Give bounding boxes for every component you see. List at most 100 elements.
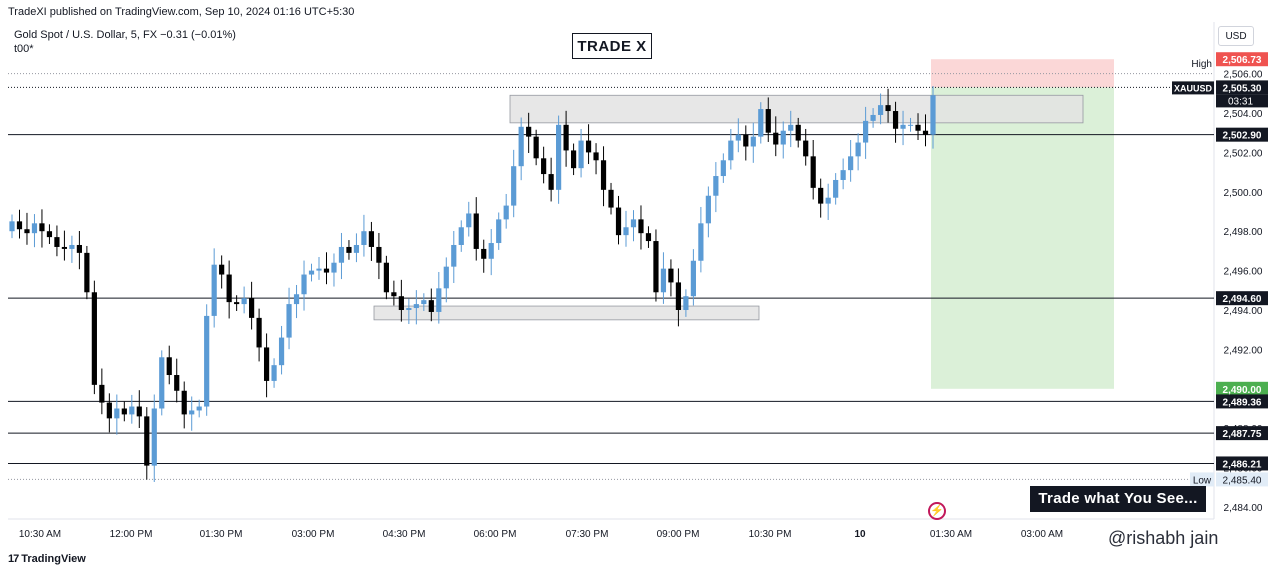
low-value-label: 2,485.40 bbox=[1223, 475, 1262, 486]
candle-body bbox=[563, 124, 569, 151]
candle-body bbox=[249, 298, 255, 318]
candle-body bbox=[840, 170, 846, 180]
candle-body bbox=[129, 406, 135, 415]
candle-body bbox=[9, 221, 15, 232]
stop-price-label-bg bbox=[1216, 52, 1268, 67]
level-label-2494: 2,494.60 bbox=[1223, 294, 1262, 305]
candle-body bbox=[541, 158, 547, 175]
candle-body bbox=[46, 231, 53, 238]
candle-body bbox=[189, 410, 195, 415]
level-label-2486: 2,486.21 bbox=[1223, 459, 1262, 470]
candle-body bbox=[900, 124, 906, 129]
candle-body bbox=[683, 296, 689, 310]
candle-body bbox=[181, 390, 187, 415]
candle-body bbox=[915, 124, 921, 131]
candle-body bbox=[533, 136, 539, 159]
candle-body bbox=[331, 262, 337, 273]
candle-body bbox=[443, 266, 449, 289]
candle-body bbox=[278, 337, 285, 366]
candle-body bbox=[361, 231, 367, 245]
level-label-2502: 2,502.90 bbox=[1223, 131, 1262, 142]
candle-body bbox=[750, 136, 756, 147]
tradingview-logo[interactable]: 17 TradingView bbox=[8, 553, 86, 565]
candle-body bbox=[466, 213, 472, 228]
candle-body bbox=[773, 132, 779, 145]
candle-body bbox=[121, 408, 127, 415]
level-label-2502-bg bbox=[1216, 127, 1268, 142]
candle-body bbox=[144, 416, 150, 466]
countdown-label: 03:31 bbox=[1228, 96, 1253, 107]
candle-body bbox=[69, 244, 75, 249]
y-tick-label: 2,500.00 bbox=[1224, 188, 1263, 199]
candle-body bbox=[219, 264, 225, 275]
candle-body bbox=[713, 176, 719, 196]
candle-body bbox=[398, 296, 404, 310]
candle-body bbox=[99, 384, 105, 403]
target-price-label-bg bbox=[1216, 381, 1268, 396]
x-tick-label: 07:30 PM bbox=[566, 529, 609, 540]
candle-body bbox=[338, 246, 345, 263]
level-label-2489: 2,489.36 bbox=[1223, 397, 1262, 408]
candle-body bbox=[368, 231, 375, 247]
symbol-line[interactable]: Gold Spot / U.S. Dollar, 5, FX −0.31 (−0… bbox=[14, 29, 236, 41]
candle-body bbox=[548, 174, 554, 190]
candle-body bbox=[136, 406, 142, 417]
candle-body bbox=[660, 268, 667, 293]
candle-body bbox=[151, 408, 157, 466]
lightning-icon[interactable]: ⚡ bbox=[928, 502, 946, 520]
candle-body bbox=[930, 95, 936, 135]
tradingview-logo-text: TradingView bbox=[21, 553, 86, 565]
candle-body bbox=[863, 120, 869, 143]
high-tag: High bbox=[1191, 59, 1212, 70]
level-label-2494-bg bbox=[1216, 291, 1268, 306]
y-tick-label: 2,494.00 bbox=[1224, 306, 1263, 317]
candle-body bbox=[511, 166, 517, 206]
candle-body bbox=[353, 244, 360, 253]
y-tick-label: 2,502.00 bbox=[1224, 148, 1263, 159]
current-price-label-bg bbox=[1216, 80, 1268, 95]
candle-body bbox=[818, 187, 824, 204]
candle-body bbox=[728, 140, 734, 161]
current-price-label: 2,505.30 bbox=[1223, 83, 1262, 94]
y-tick-label: 2,498.00 bbox=[1224, 227, 1263, 238]
candle-body bbox=[922, 130, 929, 135]
candle-body bbox=[263, 347, 270, 381]
currency-button[interactable]: USD bbox=[1218, 26, 1254, 46]
candle-body bbox=[383, 262, 389, 293]
candle-body bbox=[61, 246, 68, 249]
x-tick-label: 10:30 AM bbox=[19, 529, 61, 540]
indicator-line: t00* bbox=[14, 43, 34, 55]
low-tag-bg bbox=[1190, 472, 1214, 487]
candle-body bbox=[668, 268, 674, 283]
candle-body bbox=[877, 105, 884, 115]
candle-body bbox=[323, 268, 330, 273]
candle-body bbox=[645, 233, 652, 242]
candle-body bbox=[488, 243, 494, 259]
candle-body bbox=[825, 197, 831, 204]
candle-body bbox=[391, 292, 397, 297]
slogan-banner: Trade what You See... bbox=[1030, 486, 1206, 512]
candle-body bbox=[638, 219, 644, 234]
candle-body bbox=[578, 140, 584, 169]
candle-body bbox=[788, 124, 794, 131]
candle-body bbox=[608, 189, 614, 208]
candle-body bbox=[84, 252, 90, 293]
candle-body bbox=[413, 304, 419, 309]
candle-body bbox=[308, 270, 315, 275]
x-tick-label: 03:00 PM bbox=[292, 529, 335, 540]
candle-body bbox=[570, 150, 577, 169]
stop-price-label: 2,506.73 bbox=[1223, 55, 1262, 66]
lower-demand-zone bbox=[373, 305, 760, 321]
candle-body bbox=[481, 248, 487, 259]
candle-body bbox=[623, 227, 629, 236]
x-tick-label: 12:00 PM bbox=[110, 529, 153, 540]
candle-body bbox=[758, 109, 764, 137]
candle-body bbox=[720, 160, 726, 177]
candle-body bbox=[286, 304, 292, 338]
y-tick-label: 2,506.00 bbox=[1224, 70, 1263, 81]
x-tick-label: 10 bbox=[854, 529, 866, 540]
y-tick-label: 2,496.00 bbox=[1224, 267, 1263, 278]
candle-body bbox=[436, 288, 442, 312]
candle-body bbox=[406, 308, 412, 310]
